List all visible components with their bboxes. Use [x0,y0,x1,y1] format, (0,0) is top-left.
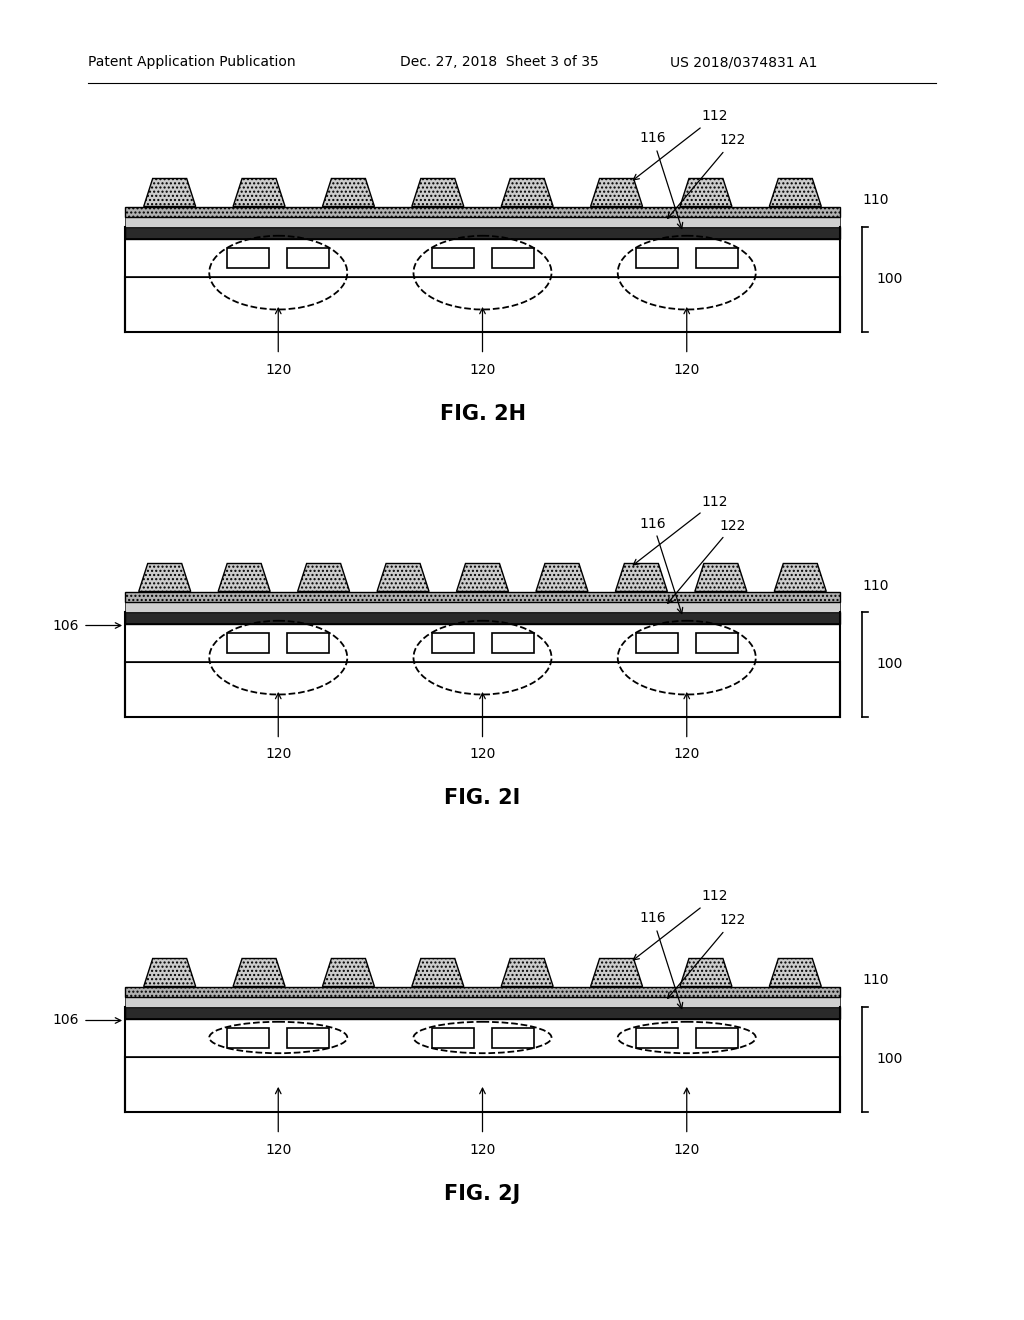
Polygon shape [412,958,464,986]
Polygon shape [143,178,196,206]
Bar [125,997,840,1006]
Text: Dec. 27, 2018  Sheet 3 of 35: Dec. 27, 2018 Sheet 3 of 35 [400,55,599,69]
Bar [695,1027,737,1048]
Text: 100: 100 [876,272,902,286]
Bar [125,206,840,216]
Text: 106: 106 [52,619,79,632]
Text: 120: 120 [674,1143,700,1156]
Polygon shape [680,958,732,986]
Bar [431,632,473,652]
Bar [227,1027,269,1048]
Text: 116: 116 [640,912,683,1008]
Text: FIG. 2I: FIG. 2I [444,788,520,808]
Polygon shape [323,178,375,206]
Bar [125,1019,840,1056]
Bar [125,661,840,717]
Text: 122: 122 [668,133,746,218]
Polygon shape [233,178,285,206]
Polygon shape [695,564,746,591]
Polygon shape [769,958,821,986]
Text: FIG. 2J: FIG. 2J [444,1184,520,1204]
Bar [431,248,473,268]
Bar [125,239,840,276]
Text: 116: 116 [640,132,683,228]
Text: 116: 116 [640,516,683,614]
Polygon shape [774,564,826,591]
Text: 110: 110 [862,578,889,593]
Bar [125,1006,840,1019]
Bar [125,227,840,239]
Bar [125,1056,840,1111]
Polygon shape [501,178,553,206]
Text: 106: 106 [52,1014,79,1027]
Text: 122: 122 [668,519,746,603]
Polygon shape [218,564,270,591]
Bar [227,632,269,652]
Polygon shape [615,564,668,591]
Text: 120: 120 [469,1143,496,1156]
Bar [125,986,840,997]
Text: 112: 112 [633,110,728,180]
Polygon shape [138,564,190,591]
Text: 120: 120 [469,363,496,376]
Text: 120: 120 [469,747,496,762]
Bar [125,611,840,623]
Polygon shape [680,178,732,206]
Bar [288,1027,330,1048]
Bar [227,248,269,268]
Bar [695,248,737,268]
Polygon shape [143,958,196,986]
Polygon shape [377,564,429,591]
Bar [125,216,840,227]
Text: FIG. 2H: FIG. 2H [439,404,525,424]
Bar [636,1027,678,1048]
Text: 110: 110 [862,194,889,207]
Text: 112: 112 [633,890,728,960]
Bar [125,602,840,611]
Text: Patent Application Publication: Patent Application Publication [88,55,296,69]
Bar [125,591,840,602]
Polygon shape [233,958,285,986]
Polygon shape [591,958,643,986]
Text: 112: 112 [633,495,728,565]
Polygon shape [769,178,821,206]
Bar [695,632,737,652]
Text: 110: 110 [862,974,889,987]
Polygon shape [323,958,375,986]
Bar [492,632,534,652]
Text: 120: 120 [674,363,700,376]
Polygon shape [501,958,553,986]
Bar [492,1027,534,1048]
Bar [288,632,330,652]
Polygon shape [457,564,509,591]
Polygon shape [298,564,349,591]
Text: 122: 122 [668,913,746,998]
Text: 120: 120 [265,1143,292,1156]
Text: 120: 120 [265,747,292,762]
Bar [636,632,678,652]
Bar [431,1027,473,1048]
Bar [125,623,840,661]
Text: 100: 100 [876,657,902,671]
Bar [636,248,678,268]
Text: 120: 120 [265,363,292,376]
Text: 120: 120 [674,747,700,762]
Bar [125,276,840,331]
Polygon shape [536,564,588,591]
Bar [288,248,330,268]
Polygon shape [412,178,464,206]
Text: 100: 100 [876,1052,902,1067]
Polygon shape [591,178,643,206]
Text: US 2018/0374831 A1: US 2018/0374831 A1 [670,55,817,69]
Bar [492,248,534,268]
